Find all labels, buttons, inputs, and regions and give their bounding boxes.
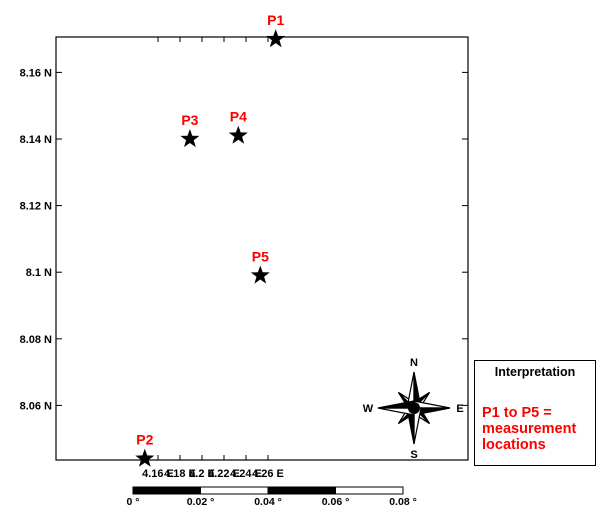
scale-bar-label: 0.08 °: [389, 496, 417, 508]
x-tick-label: 4.26 E: [252, 468, 284, 480]
x-tick-label: 4.16 E: [142, 468, 174, 480]
point-label: P4: [230, 109, 247, 125]
y-tick-label: 8.14 N: [20, 134, 52, 146]
y-tick-label: 8.12 N: [20, 201, 52, 213]
point-marker: [266, 29, 286, 48]
point-label: P2: [136, 432, 153, 448]
scale-bar: 0 ° 0.02 ° 0.04 ° 0.06 ° 0.08 °: [127, 486, 417, 508]
scale-bar-segment: [267, 486, 336, 495]
compass-w-label: W: [363, 403, 374, 415]
point-marker: [135, 448, 155, 467]
scale-bar-segment: [132, 486, 201, 495]
x-axis-ticks: 4.16 E4.18 E4.2 E4.22 E4.24 E4.26 E: [142, 37, 284, 480]
legend-box: Interpretation P1 to P5 = measurement lo…: [474, 360, 596, 466]
point-marker: [228, 125, 248, 144]
compass-e-label: E: [456, 403, 463, 415]
x-tick-label: 4.24 E: [230, 468, 262, 480]
x-tick-label: 4.18 E: [164, 468, 196, 480]
x-tick-label: 4.2 E: [189, 468, 215, 480]
compass-rose: N S W E: [363, 357, 464, 461]
compass-center: [408, 402, 420, 414]
scale-bar-label: 0.02 °: [187, 496, 215, 508]
scale-bar-segment: [200, 486, 269, 495]
point-marker: [250, 265, 270, 284]
compass-n-label: N: [410, 357, 418, 369]
point-label: P5: [252, 249, 269, 265]
y-tick-label: 8.06 N: [20, 400, 52, 412]
scale-bar-label: 0 °: [127, 496, 140, 508]
map-frame: [55, 36, 469, 461]
compass-s-label: S: [410, 449, 417, 461]
y-tick-label: 8.1 N: [26, 267, 52, 279]
y-tick-label: 8.08 N: [20, 334, 52, 346]
y-tick-label: 8.16 N: [20, 67, 52, 79]
point-label: P1: [267, 12, 284, 28]
y-axis-ticks: 8.06 N 8.08 N 8.1 N 8.12 N 8.14 N 8.16 N: [20, 67, 468, 412]
legend-description: P1 to P5 = measurement locations: [482, 405, 577, 453]
scale-bar-label: 0.06 °: [322, 496, 350, 508]
point-label: P3: [181, 112, 198, 128]
measurement-points: P1 P2 P3 P4 P5: [135, 12, 286, 467]
legend-title: Interpretation: [494, 365, 576, 379]
scale-bar-segment: [335, 486, 404, 495]
x-tick-label: 4.22 E: [208, 468, 240, 480]
scale-bar-label: 0.04 °: [254, 496, 282, 508]
point-marker: [180, 129, 200, 148]
